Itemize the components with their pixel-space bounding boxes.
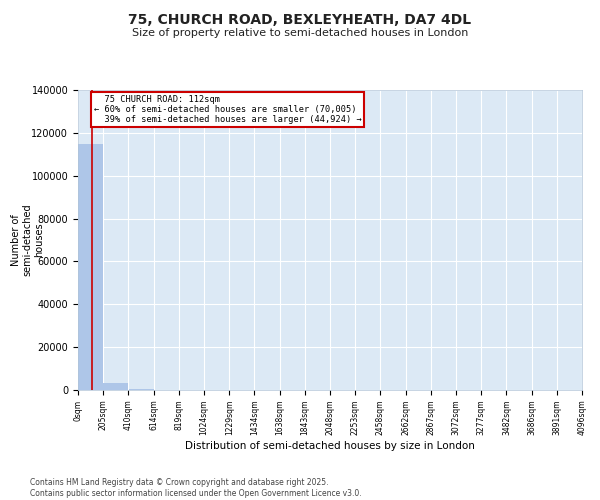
- Bar: [103, 384, 128, 390]
- Text: Size of property relative to semi-detached houses in London: Size of property relative to semi-detach…: [132, 28, 468, 38]
- Text: 75, CHURCH ROAD, BEXLEYHEATH, DA7 4DL: 75, CHURCH ROAD, BEXLEYHEATH, DA7 4DL: [128, 12, 472, 26]
- X-axis label: Distribution of semi-detached houses by size in London: Distribution of semi-detached houses by …: [185, 441, 475, 451]
- Text: Contains HM Land Registry data © Crown copyright and database right 2025.
Contai: Contains HM Land Registry data © Crown c…: [30, 478, 362, 498]
- Bar: [78, 144, 103, 390]
- Text: 75 CHURCH ROAD: 112sqm
← 60% of semi-detached houses are smaller (70,005)
  39% : 75 CHURCH ROAD: 112sqm ← 60% of semi-det…: [94, 94, 361, 124]
- Bar: [128, 389, 154, 390]
- Y-axis label: Number of
semi-detached
houses: Number of semi-detached houses: [11, 204, 44, 277]
